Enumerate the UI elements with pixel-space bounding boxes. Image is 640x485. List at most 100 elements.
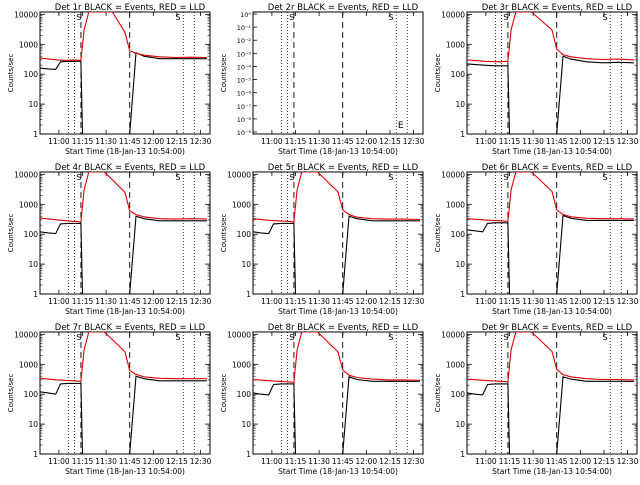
x-tick-label: 11:30 xyxy=(522,297,544,306)
x-axis-label: Start Time (18-Jan-13 10:54:00) xyxy=(492,307,612,316)
x-tick-label: 12:00 xyxy=(356,137,378,146)
y-tick-label: 1000 xyxy=(446,200,465,209)
flag-letter: S xyxy=(76,13,81,22)
plot-frame xyxy=(39,331,211,455)
x-tick-label: 11:15 xyxy=(72,457,94,466)
flag-letter: S xyxy=(602,173,607,182)
flag-letter: S xyxy=(388,13,393,22)
panel-title: Det 2r BLACK = Events, RED = LLD xyxy=(268,3,419,13)
x-axis-label: Start Time (18-Jan-13 10:54:00) xyxy=(65,467,185,476)
x-tick-label: 11:15 xyxy=(72,297,94,306)
y-tick-label: 100 xyxy=(451,70,466,79)
y-tick-label: 10 xyxy=(28,260,38,269)
x-tick-label: 11:45 xyxy=(332,457,354,466)
panel-title: Det 7r BLACK = Events, RED = LLD xyxy=(55,323,206,333)
flag-letter: S xyxy=(388,173,393,182)
panel-title: Det 6r BLACK = Events, RED = LLD xyxy=(482,163,633,173)
x-axis-label: Start Time (18-Jan-13 10:54:00) xyxy=(278,147,398,156)
y-tick-label: 10⁻⁹ xyxy=(237,129,252,137)
x-tick-label: 12:00 xyxy=(570,137,592,146)
y-tick-label: 1000 xyxy=(19,200,38,209)
y-tick-label: 1000 xyxy=(19,360,38,369)
y-tick-label: 10⁻⁸ xyxy=(237,116,252,124)
x-tick-label: 12:15 xyxy=(166,297,188,306)
panel-title: Det 4r BLACK = Events, RED = LLD xyxy=(55,163,206,173)
flag-letter: S xyxy=(503,173,508,182)
y-tick-label: 1000 xyxy=(19,40,38,49)
x-axis-label: Start Time (18-Jan-13 10:54:00) xyxy=(65,307,185,316)
x-tick-label: 11:45 xyxy=(546,457,568,466)
x-tick-label: 11:30 xyxy=(308,457,330,466)
lld-series-line xyxy=(40,172,207,223)
events-series-line xyxy=(467,376,634,454)
y-tick-label: 10000 xyxy=(441,170,465,179)
x-tick-label: 11:45 xyxy=(332,137,354,146)
y-tick-label: 10⁻⁴ xyxy=(237,63,252,71)
x-tick-label: 12:15 xyxy=(593,297,615,306)
x-tick-label: 11:15 xyxy=(285,457,307,466)
y-tick-label: 1000 xyxy=(232,360,251,369)
x-tick-label: 11:45 xyxy=(546,137,568,146)
y-tick-label: 10000 xyxy=(14,330,38,339)
plot-frame xyxy=(466,331,638,455)
x-tick-label: 12:00 xyxy=(356,297,378,306)
y-tick-label: 1 xyxy=(33,130,38,139)
x-tick-label: 12:30 xyxy=(190,297,212,306)
y-tick-label: 10⁻¹ xyxy=(237,24,252,32)
events-series-line xyxy=(253,215,420,294)
flag-letter: S xyxy=(602,333,607,342)
x-tick-label: 12:00 xyxy=(143,457,165,466)
x-axis-label: Start Time (18-Jan-13 10:54:00) xyxy=(492,147,612,156)
x-tick-label: 12:30 xyxy=(403,297,425,306)
panel-title: Det 1r BLACK = Events, RED = LLD xyxy=(55,3,206,13)
x-tick-label: 11:30 xyxy=(95,297,117,306)
x-tick-label: 12:00 xyxy=(570,457,592,466)
y-axis-label: Counts/sec xyxy=(220,374,228,413)
x-tick-label: 11:30 xyxy=(522,137,544,146)
plot-frame xyxy=(39,171,211,295)
x-tick-label: 12:15 xyxy=(593,137,615,146)
y-tick-label: 10⁰ xyxy=(240,11,251,19)
y-tick-label: 1 xyxy=(33,450,38,459)
x-tick-label: 11:45 xyxy=(546,297,568,306)
y-tick-label: 10⁻³ xyxy=(237,50,252,58)
y-tick-label: 100 xyxy=(237,390,252,399)
y-axis-label: Counts/sec xyxy=(434,374,442,413)
y-tick-label: 10000 xyxy=(441,330,465,339)
flag-letter: S xyxy=(388,333,393,342)
y-tick-label: 10⁻² xyxy=(237,37,252,45)
lld-series-line xyxy=(253,332,420,383)
x-tick-label: 12:30 xyxy=(190,457,212,466)
events-series-line xyxy=(467,214,634,294)
x-tick-label: 11:15 xyxy=(285,297,307,306)
lld-series-line xyxy=(40,12,207,61)
x-tick-label: 12:00 xyxy=(570,297,592,306)
x-tick-label: 11:30 xyxy=(95,137,117,146)
y-tick-label: 10⁻⁵ xyxy=(237,77,252,85)
x-tick-label: 11:30 xyxy=(308,297,330,306)
panel-title: Det 3r BLACK = Events, RED = LLD xyxy=(482,3,633,13)
flag-letter: S xyxy=(602,13,607,22)
y-axis-label: Counts/sec xyxy=(434,214,442,253)
events-series-line xyxy=(253,376,420,454)
y-tick-label: 10⁻⁶ xyxy=(237,90,252,98)
x-tick-label: 12:15 xyxy=(379,297,401,306)
x-tick-label: 11:30 xyxy=(95,457,117,466)
y-tick-label: 10000 xyxy=(227,170,251,179)
x-tick-label: 12:15 xyxy=(166,457,188,466)
y-tick-label: 100 xyxy=(451,230,466,239)
x-tick-label: 12:30 xyxy=(617,297,639,306)
y-tick-label: 10000 xyxy=(227,330,251,339)
y-tick-label: 10 xyxy=(241,420,251,429)
y-axis-label: Counts/sec xyxy=(7,54,15,93)
y-tick-label: 100 xyxy=(237,230,252,239)
x-axis-label: Start Time (18-Jan-13 10:54:00) xyxy=(278,307,398,316)
